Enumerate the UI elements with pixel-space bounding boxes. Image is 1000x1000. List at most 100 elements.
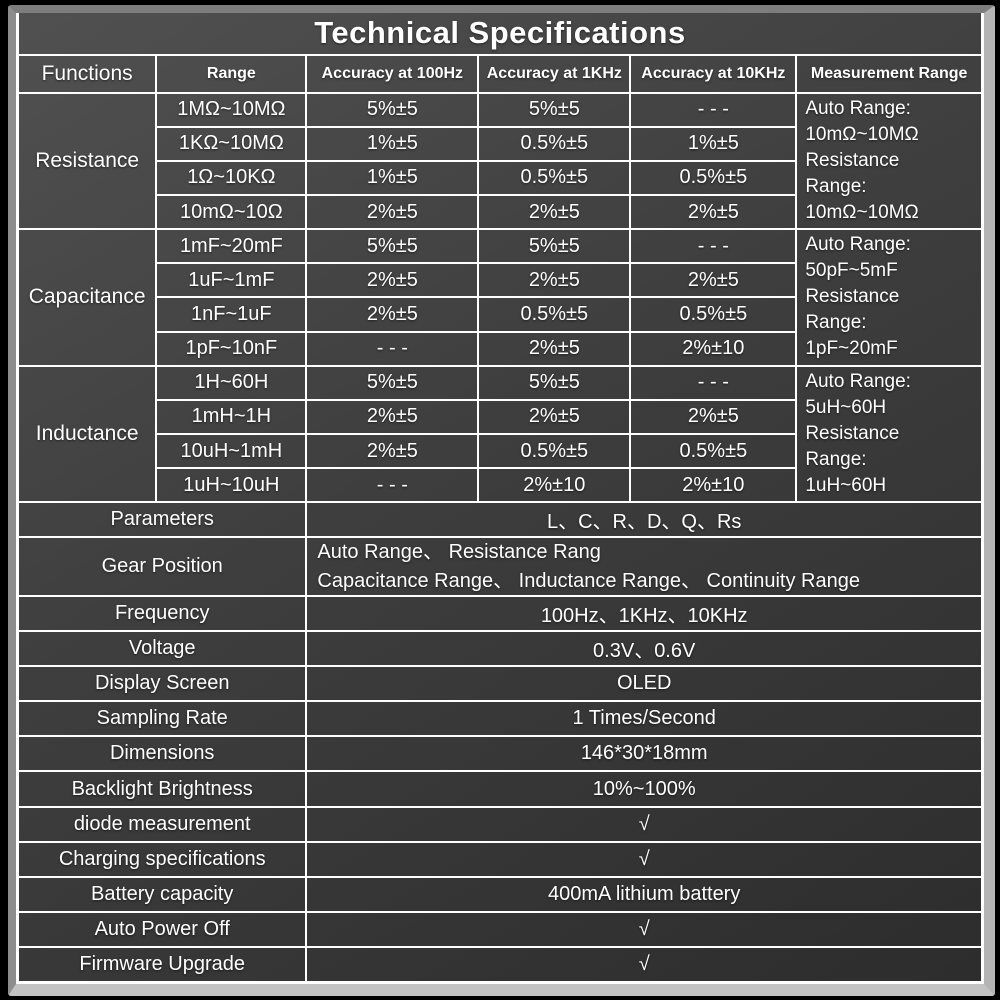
spec-value-battery-capacity: 400mA lithium battery <box>307 877 981 911</box>
accuracy-10khz-cell: - - - <box>631 230 796 263</box>
accuracy-10khz-cell: - - - <box>631 93 796 126</box>
measurement-line: 10mΩ~10MΩ <box>805 201 919 223</box>
function-cell-capacitance: Capacitance <box>19 230 156 365</box>
accuracy-10khz-cell: 2%±5 <box>631 400 796 433</box>
measurement-range-cell-inductance: Auto Range: 5uH~60H Resistance Range: 1u… <box>797 366 981 502</box>
measurement-line: Auto Range: <box>805 97 911 119</box>
gear-position-label: Gear Position <box>19 538 306 596</box>
spec-label-dimensions: Dimensions <box>19 737 306 771</box>
header-range: Range <box>157 55 306 92</box>
function-cell-resistance: Resistance <box>19 93 156 229</box>
check-icon: √ <box>638 812 650 835</box>
measurement-line: Resistance <box>805 422 900 444</box>
spec-label-charging-specifications: Charging specifications <box>19 842 306 876</box>
range-cell: 1pF~10nF <box>157 332 306 365</box>
accuracy-100hz-cell: 2%±5 <box>307 298 478 331</box>
accuracy-10khz-cell: 0.5%±5 <box>631 298 796 331</box>
accuracy-100hz-cell: 2%±5 <box>307 264 478 297</box>
accuracy-100hz-cell: 2%±5 <box>307 400 478 433</box>
accuracy-1khz-cell: 2%±10 <box>479 469 630 502</box>
measurement-line: 1uH~60H <box>805 474 887 496</box>
accuracy-1khz-cell: 2%±5 <box>479 400 630 433</box>
parameters-value: L、C、R、D、Q、Rs <box>307 503 981 537</box>
accuracy-100hz-cell: 5%±5 <box>307 366 478 399</box>
spec-label-sampling-rate: Sampling Rate <box>19 702 306 736</box>
spec-label-display-screen: Display Screen <box>19 667 306 701</box>
spec-label-voltage: Voltage <box>19 632 306 666</box>
spec-value-frequency: 100Hz、1KHz、10KHz <box>307 597 981 631</box>
measurement-line: 5uH~60H <box>805 396 887 418</box>
accuracy-1khz-cell: 0.5%±5 <box>479 161 630 194</box>
spec-label-battery-capacity: Battery capacity <box>19 877 306 911</box>
measurement-line: 10mΩ~10MΩ <box>805 123 919 145</box>
spec-value-voltage: 0.3V、0.6V <box>307 632 981 666</box>
accuracy-100hz-cell: 1%±5 <box>307 127 478 160</box>
range-cell: 1mH~1H <box>157 400 306 433</box>
measurement-line: Resistance <box>805 286 900 308</box>
measurement-line: Auto Range: <box>805 370 911 392</box>
measurement-line: Range: <box>805 448 867 470</box>
accuracy-100hz-cell: 2%±5 <box>307 434 478 468</box>
page-title: Technical Specifications <box>19 13 981 54</box>
range-cell: 1mF~20mF <box>157 230 306 263</box>
function-cell-inductance: Inductance <box>19 366 156 502</box>
accuracy-1khz-cell: 2%±5 <box>479 195 630 229</box>
accuracy-10khz-cell: 2%±5 <box>631 264 796 297</box>
range-cell: 1uH~10uH <box>157 469 306 502</box>
spec-value-diode-measurement: √ <box>307 807 981 841</box>
accuracy-1khz-cell: 0.5%±5 <box>479 434 630 468</box>
spec-value-firmware-upgrade: √ <box>307 947 981 981</box>
measurement-line: 1pF~20mF <box>805 338 898 360</box>
spec-label-firmware-upgrade: Firmware Upgrade <box>19 947 306 981</box>
accuracy-100hz-cell: 5%±5 <box>307 230 478 263</box>
spec-value-auto-power-off: √ <box>307 912 981 946</box>
accuracy-100hz-cell: 5%±5 <box>307 93 478 126</box>
header-accuracy-1khz: Accuracy at 1KHz <box>479 55 630 92</box>
accuracy-1khz-cell: 0.5%±5 <box>479 298 630 331</box>
accuracy-1khz-cell: 5%±5 <box>479 93 630 126</box>
accuracy-10khz-cell: 0.5%±5 <box>631 434 796 468</box>
spec-value-display-screen: OLED <box>307 667 981 701</box>
measurement-line: Resistance <box>805 149 900 171</box>
measurement-line: Range: <box>805 175 867 197</box>
range-cell: 1Ω~10KΩ <box>157 161 306 194</box>
accuracy-10khz-cell: 2%±5 <box>631 195 796 229</box>
spec-table: Technical Specifications Functions Range… <box>16 13 984 984</box>
gear-line: Capacitance Range、 Inductance Range、 Con… <box>317 569 860 592</box>
accuracy-100hz-cell: - - - <box>307 332 478 365</box>
header-measurement-range: Measurement Range <box>797 55 981 92</box>
spec-value-sampling-rate: 1 Times/Second <box>307 702 981 736</box>
accuracy-10khz-cell: 0.5%±5 <box>631 161 796 194</box>
measurement-line: 50pF~5mF <box>805 260 898 282</box>
accuracy-10khz-cell: 1%±5 <box>631 127 796 160</box>
measurement-line: Auto Range: <box>805 234 911 256</box>
measurement-range-cell-capacitance: Auto Range: 50pF~5mF Resistance Range: 1… <box>797 230 981 365</box>
accuracy-1khz-cell: 5%±5 <box>479 366 630 399</box>
range-cell: 1uF~1mF <box>157 264 306 297</box>
spec-label-backlight-brightness: Backlight Brightness <box>19 772 306 806</box>
gear-line: Auto Range、 Resistance Rang <box>317 540 601 563</box>
accuracy-1khz-cell: 0.5%±5 <box>479 127 630 160</box>
header-functions: Functions <box>19 55 156 92</box>
spec-label-diode-measurement: diode measurement <box>19 807 306 841</box>
parameters-label: Parameters <box>19 503 306 537</box>
range-cell: 10uH~1mH <box>157 434 306 468</box>
measurement-range-cell-resistance: Auto Range: 10mΩ~10MΩ Resistance Range: … <box>797 93 981 229</box>
accuracy-10khz-cell: - - - <box>631 366 796 399</box>
accuracy-100hz-cell: - - - <box>307 469 478 502</box>
range-cell: 10mΩ~10Ω <box>157 195 306 229</box>
spec-value-charging-specifications: √ <box>307 842 981 876</box>
measurement-line: Range: <box>805 312 867 334</box>
check-icon: √ <box>638 952 650 975</box>
accuracy-1khz-cell: 2%±5 <box>479 264 630 297</box>
header-accuracy-100hz: Accuracy at 100Hz <box>307 55 478 92</box>
gear-position-value: Auto Range、 Resistance Rang Capacitance … <box>307 538 981 596</box>
spec-label-auto-power-off: Auto Power Off <box>19 912 306 946</box>
accuracy-100hz-cell: 2%±5 <box>307 195 478 229</box>
accuracy-1khz-cell: 5%±5 <box>479 230 630 263</box>
range-cell: 1H~60H <box>157 366 306 399</box>
accuracy-10khz-cell: 2%±10 <box>631 332 796 365</box>
accuracy-10khz-cell: 2%±10 <box>631 469 796 502</box>
range-cell: 1KΩ~10MΩ <box>157 127 306 160</box>
spec-plate: Technical Specifications Functions Range… <box>8 5 995 996</box>
